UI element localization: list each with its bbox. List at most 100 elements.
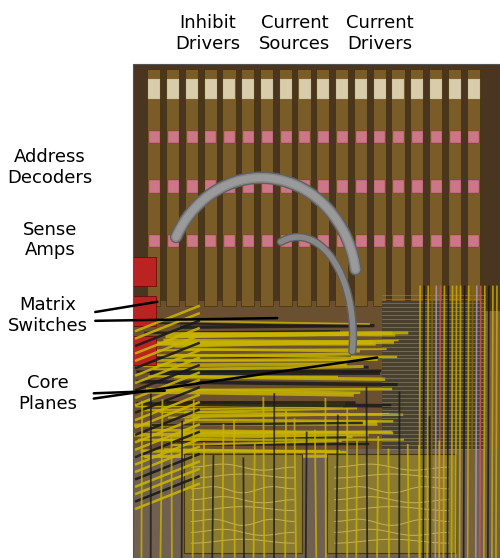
- Bar: [186, 180, 198, 193]
- Text: Sense
Amps: Sense Amps: [23, 220, 77, 259]
- Bar: [204, 79, 216, 99]
- Bar: [243, 234, 254, 247]
- Bar: [262, 131, 273, 143]
- Bar: [224, 234, 235, 247]
- Bar: [149, 234, 160, 247]
- Bar: [224, 79, 235, 99]
- Bar: [168, 234, 179, 247]
- Bar: [224, 180, 235, 193]
- Bar: [392, 79, 404, 99]
- Bar: [167, 79, 179, 99]
- Bar: [132, 449, 500, 558]
- Bar: [149, 131, 160, 143]
- Bar: [242, 79, 254, 99]
- Bar: [132, 296, 156, 326]
- Text: Matrix
Switches: Matrix Switches: [8, 296, 87, 335]
- Bar: [466, 69, 479, 306]
- Bar: [412, 131, 423, 143]
- Bar: [374, 131, 386, 143]
- Bar: [262, 234, 273, 247]
- Bar: [280, 180, 291, 193]
- Bar: [337, 234, 348, 247]
- Bar: [243, 131, 254, 143]
- Bar: [168, 180, 179, 193]
- Bar: [132, 64, 500, 558]
- Bar: [224, 131, 235, 143]
- Bar: [318, 79, 330, 99]
- Bar: [184, 454, 302, 553]
- Bar: [298, 69, 310, 306]
- Bar: [412, 79, 423, 99]
- Bar: [412, 234, 423, 247]
- Bar: [132, 301, 408, 459]
- Bar: [132, 257, 156, 286]
- Bar: [431, 131, 442, 143]
- Bar: [337, 180, 348, 193]
- Bar: [356, 234, 366, 247]
- Bar: [243, 180, 254, 193]
- Bar: [222, 69, 235, 306]
- Bar: [241, 69, 254, 306]
- Text: Current
Drivers: Current Drivers: [346, 14, 414, 53]
- Bar: [382, 301, 486, 449]
- Bar: [280, 234, 291, 247]
- Bar: [280, 131, 291, 143]
- Bar: [372, 69, 386, 306]
- Bar: [337, 131, 348, 143]
- Bar: [185, 69, 198, 306]
- Bar: [206, 131, 216, 143]
- Bar: [0, 0, 132, 558]
- Text: Core
Planes: Core Planes: [18, 374, 77, 413]
- Bar: [260, 69, 273, 306]
- Bar: [300, 180, 310, 193]
- Text: Inhibit
Drivers: Inhibit Drivers: [175, 14, 240, 53]
- Bar: [393, 180, 404, 193]
- Bar: [132, 336, 156, 365]
- Bar: [392, 69, 404, 306]
- Bar: [316, 69, 330, 306]
- Bar: [374, 234, 386, 247]
- Bar: [393, 131, 404, 143]
- Bar: [450, 180, 460, 193]
- Bar: [147, 69, 160, 306]
- Bar: [206, 180, 216, 193]
- Bar: [300, 234, 310, 247]
- Bar: [300, 131, 310, 143]
- Bar: [393, 234, 404, 247]
- Text: Current
Sources: Current Sources: [260, 14, 330, 53]
- Bar: [278, 69, 292, 306]
- Bar: [468, 79, 479, 99]
- Bar: [468, 131, 479, 143]
- Bar: [204, 69, 217, 306]
- Bar: [354, 69, 367, 306]
- Bar: [0, 0, 500, 64]
- Bar: [356, 180, 366, 193]
- Bar: [355, 79, 367, 99]
- Bar: [186, 131, 198, 143]
- Bar: [449, 79, 461, 99]
- Bar: [431, 180, 442, 193]
- Bar: [450, 131, 460, 143]
- Bar: [261, 79, 273, 99]
- Bar: [132, 64, 500, 311]
- Bar: [335, 69, 348, 306]
- Bar: [186, 234, 198, 247]
- Bar: [336, 79, 348, 99]
- Bar: [374, 79, 386, 99]
- Bar: [410, 69, 424, 306]
- Text: Address
Decoders: Address Decoders: [8, 148, 92, 187]
- Bar: [148, 79, 160, 99]
- Bar: [356, 131, 366, 143]
- Bar: [149, 180, 160, 193]
- Bar: [262, 180, 273, 193]
- Bar: [166, 69, 179, 306]
- Bar: [430, 79, 442, 99]
- Bar: [328, 454, 456, 553]
- Bar: [318, 131, 329, 143]
- Bar: [431, 234, 442, 247]
- Bar: [280, 79, 291, 99]
- Bar: [298, 79, 310, 99]
- Bar: [318, 180, 329, 193]
- Bar: [450, 234, 460, 247]
- Bar: [468, 234, 479, 247]
